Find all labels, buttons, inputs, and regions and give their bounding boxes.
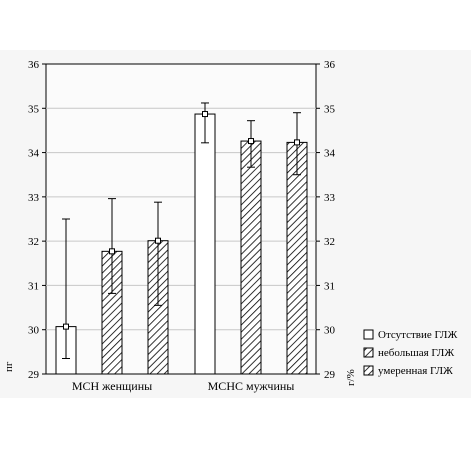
- legend-swatch: [363, 365, 374, 376]
- y-tick-label-left: 35: [28, 103, 40, 115]
- y-tick-label-right: 35: [324, 103, 336, 115]
- y-axis-right: 29 30 31 32 33 34 35 36: [316, 59, 336, 381]
- y-tick-label-right: 33: [324, 192, 336, 204]
- legend-swatch: [363, 329, 374, 340]
- bar: [194, 113, 216, 375]
- y-tick-label-right: 30: [324, 325, 336, 337]
- bar: [240, 140, 262, 375]
- mean-marker: [63, 323, 69, 330]
- legend-swatch: [363, 347, 374, 358]
- category-label: МСН женщины: [72, 379, 152, 393]
- legend: Отсутствие ГЛЖ небольшая ГЛЖ умеренная ГЛЖ: [363, 329, 457, 377]
- mean-marker: [155, 237, 161, 244]
- y-tick-label-left: 33: [28, 192, 40, 204]
- legend-label: небольшая ГЛЖ: [378, 347, 454, 359]
- mean-marker: [202, 111, 208, 118]
- error-bars: [62, 102, 301, 359]
- y-tick-label-left: 30: [28, 325, 40, 337]
- y-tick-label-right: 36: [324, 59, 336, 71]
- y-axis-right-title: г/%: [345, 369, 357, 386]
- y-axis-left-title: пг: [3, 361, 15, 372]
- y-tick-label-left: 34: [28, 148, 40, 160]
- legend-label: Отсутствие ГЛЖ: [378, 329, 457, 341]
- grid-lines: [46, 107, 316, 331]
- y-tick-label-left: 31: [28, 280, 39, 292]
- category-labels: МСН женщины МСНС мужчины: [72, 379, 295, 393]
- y-tick-label-left: 32: [28, 236, 39, 248]
- y-tick-label-right: 31: [324, 280, 335, 292]
- y-tick-label-right: 32: [324, 236, 335, 248]
- y-tick-label-right: 29: [324, 369, 336, 381]
- y-tick-label-left: 29: [28, 369, 40, 381]
- plot-area: [45, 63, 317, 375]
- bar: [286, 141, 308, 375]
- mean-marker: [109, 248, 115, 255]
- y-tick-label-left: 36: [28, 59, 40, 71]
- category-label: МСНС мужчины: [208, 379, 295, 393]
- mean-marker: [248, 138, 254, 145]
- y-tick-label-right: 34: [324, 148, 336, 160]
- legend-label: умеренная ГЛЖ: [378, 365, 453, 377]
- mean-marker: [294, 139, 300, 146]
- y-axis-left: 29 30 31 32 33 34 35 36: [28, 59, 46, 381]
